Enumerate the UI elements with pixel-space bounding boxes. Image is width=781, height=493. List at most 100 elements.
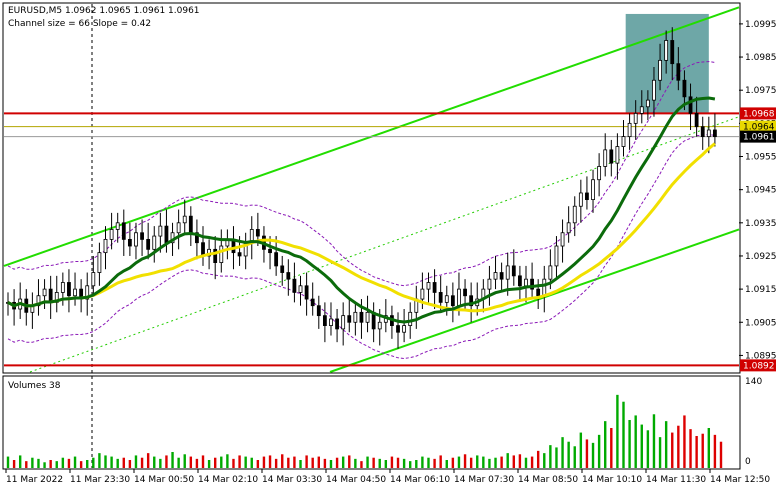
candle-body [97,252,102,273]
candle-body [713,129,717,138]
candle-body [609,149,614,164]
candle-body [219,245,224,263]
volume-bar [579,432,583,468]
volume-bar [524,457,528,468]
volume-bar [433,458,436,468]
candle-body [286,272,291,280]
volume-bar [98,453,101,468]
price-axis: 1.08951.09051.09151.09251.09351.09451.09… [739,20,777,467]
volume-bar [695,436,698,468]
candle-body [463,288,467,297]
symbol-header: EURUSD,M5 1.0962 1.0965 1.0961 1.0961 [8,6,200,16]
candle-body [706,129,711,138]
x-tick-label: 14 Mar 06:10 [390,475,450,485]
price-label-text: 1.0964 [743,123,775,133]
volume-bar [713,434,717,468]
candle-body [633,113,638,124]
ma-slow-line [7,142,716,313]
candle-body [639,106,644,114]
candle-body [103,238,108,254]
candle-body [347,315,352,323]
candle-body [188,215,193,234]
candle-body [517,275,522,287]
candle-body [548,265,553,280]
candle-body [426,282,431,290]
volume-bar [658,437,662,468]
volume-bar [628,420,631,468]
volume-bar [476,455,479,468]
y-tick-label: 1.0935 [745,219,777,229]
volume-bar [573,446,576,468]
volume-bar [232,458,235,468]
candle-body [140,232,144,240]
volume-bar [415,460,418,468]
time-axis: 11 Mar 2022 11 Mar 23:30 14 Mar 00:50 14 Ma… [5,469,770,485]
price-label-bg [740,130,776,143]
volume-bar [293,456,296,468]
candle-body [359,311,364,323]
volume-bar [86,460,89,468]
volume-bar [207,460,211,468]
volume-bar [128,460,132,468]
candle-body [146,238,151,250]
volume-bar [244,456,247,468]
x-tick-label: 14 Mar 10:10 [582,475,642,485]
candle-body [396,325,400,333]
volume-bar [262,456,266,468]
volume-bar [287,457,290,468]
candle-body [645,99,650,108]
candle-body [134,232,138,247]
breakout-box [625,13,709,114]
volume-bar [555,447,558,468]
envelope-lower [7,133,715,360]
candle-body [182,215,187,224]
volume-bar [177,457,180,468]
candle-body [377,321,382,330]
candle-body [322,315,327,326]
volume-bar [73,456,77,468]
volume-bar [585,439,589,468]
candle-body [499,272,504,280]
candle-body [91,272,96,287]
candle-body [304,285,309,300]
candle-body [280,265,285,273]
candle-body [121,222,126,240]
candle-body [341,315,346,330]
volume-bar [171,452,174,468]
candle-body [195,232,199,244]
candle-body [597,166,602,181]
x-tick-label: 14 Mar 03:30 [262,475,322,485]
volume-tick-label: 140 [745,377,762,387]
candle-body [335,318,339,330]
candle-body [213,248,218,263]
volume-bar [329,460,333,468]
y-tick-label: 1.0905 [745,318,777,328]
volume-bar [689,429,692,468]
volume-bar [604,421,607,468]
candle-body [591,179,595,201]
candle-body [237,252,242,257]
candle-body [511,265,516,277]
volume-bar [719,441,723,468]
candle-body [682,79,687,98]
volume-bar [153,456,156,468]
candle-body [652,79,656,101]
volume-bar [55,461,58,468]
volume-bar [482,456,485,468]
x-tick-label: 14 Mar 11:30 [646,475,706,485]
candle-body [60,282,65,293]
candle-body [664,40,669,61]
candle-body [572,205,577,224]
volume-bar [463,454,467,468]
candle-body [310,298,315,307]
volume-bar [317,456,320,468]
y-tick-label: 1.0925 [745,252,777,262]
volume-bar [274,458,278,468]
volume-bar [61,457,65,468]
volume-bar [348,455,351,468]
x-tick-label: 14 Mar 02:10 [198,475,258,485]
volume-bar [43,462,46,468]
highlight-box [625,13,709,114]
ma-fast-line [7,96,716,324]
